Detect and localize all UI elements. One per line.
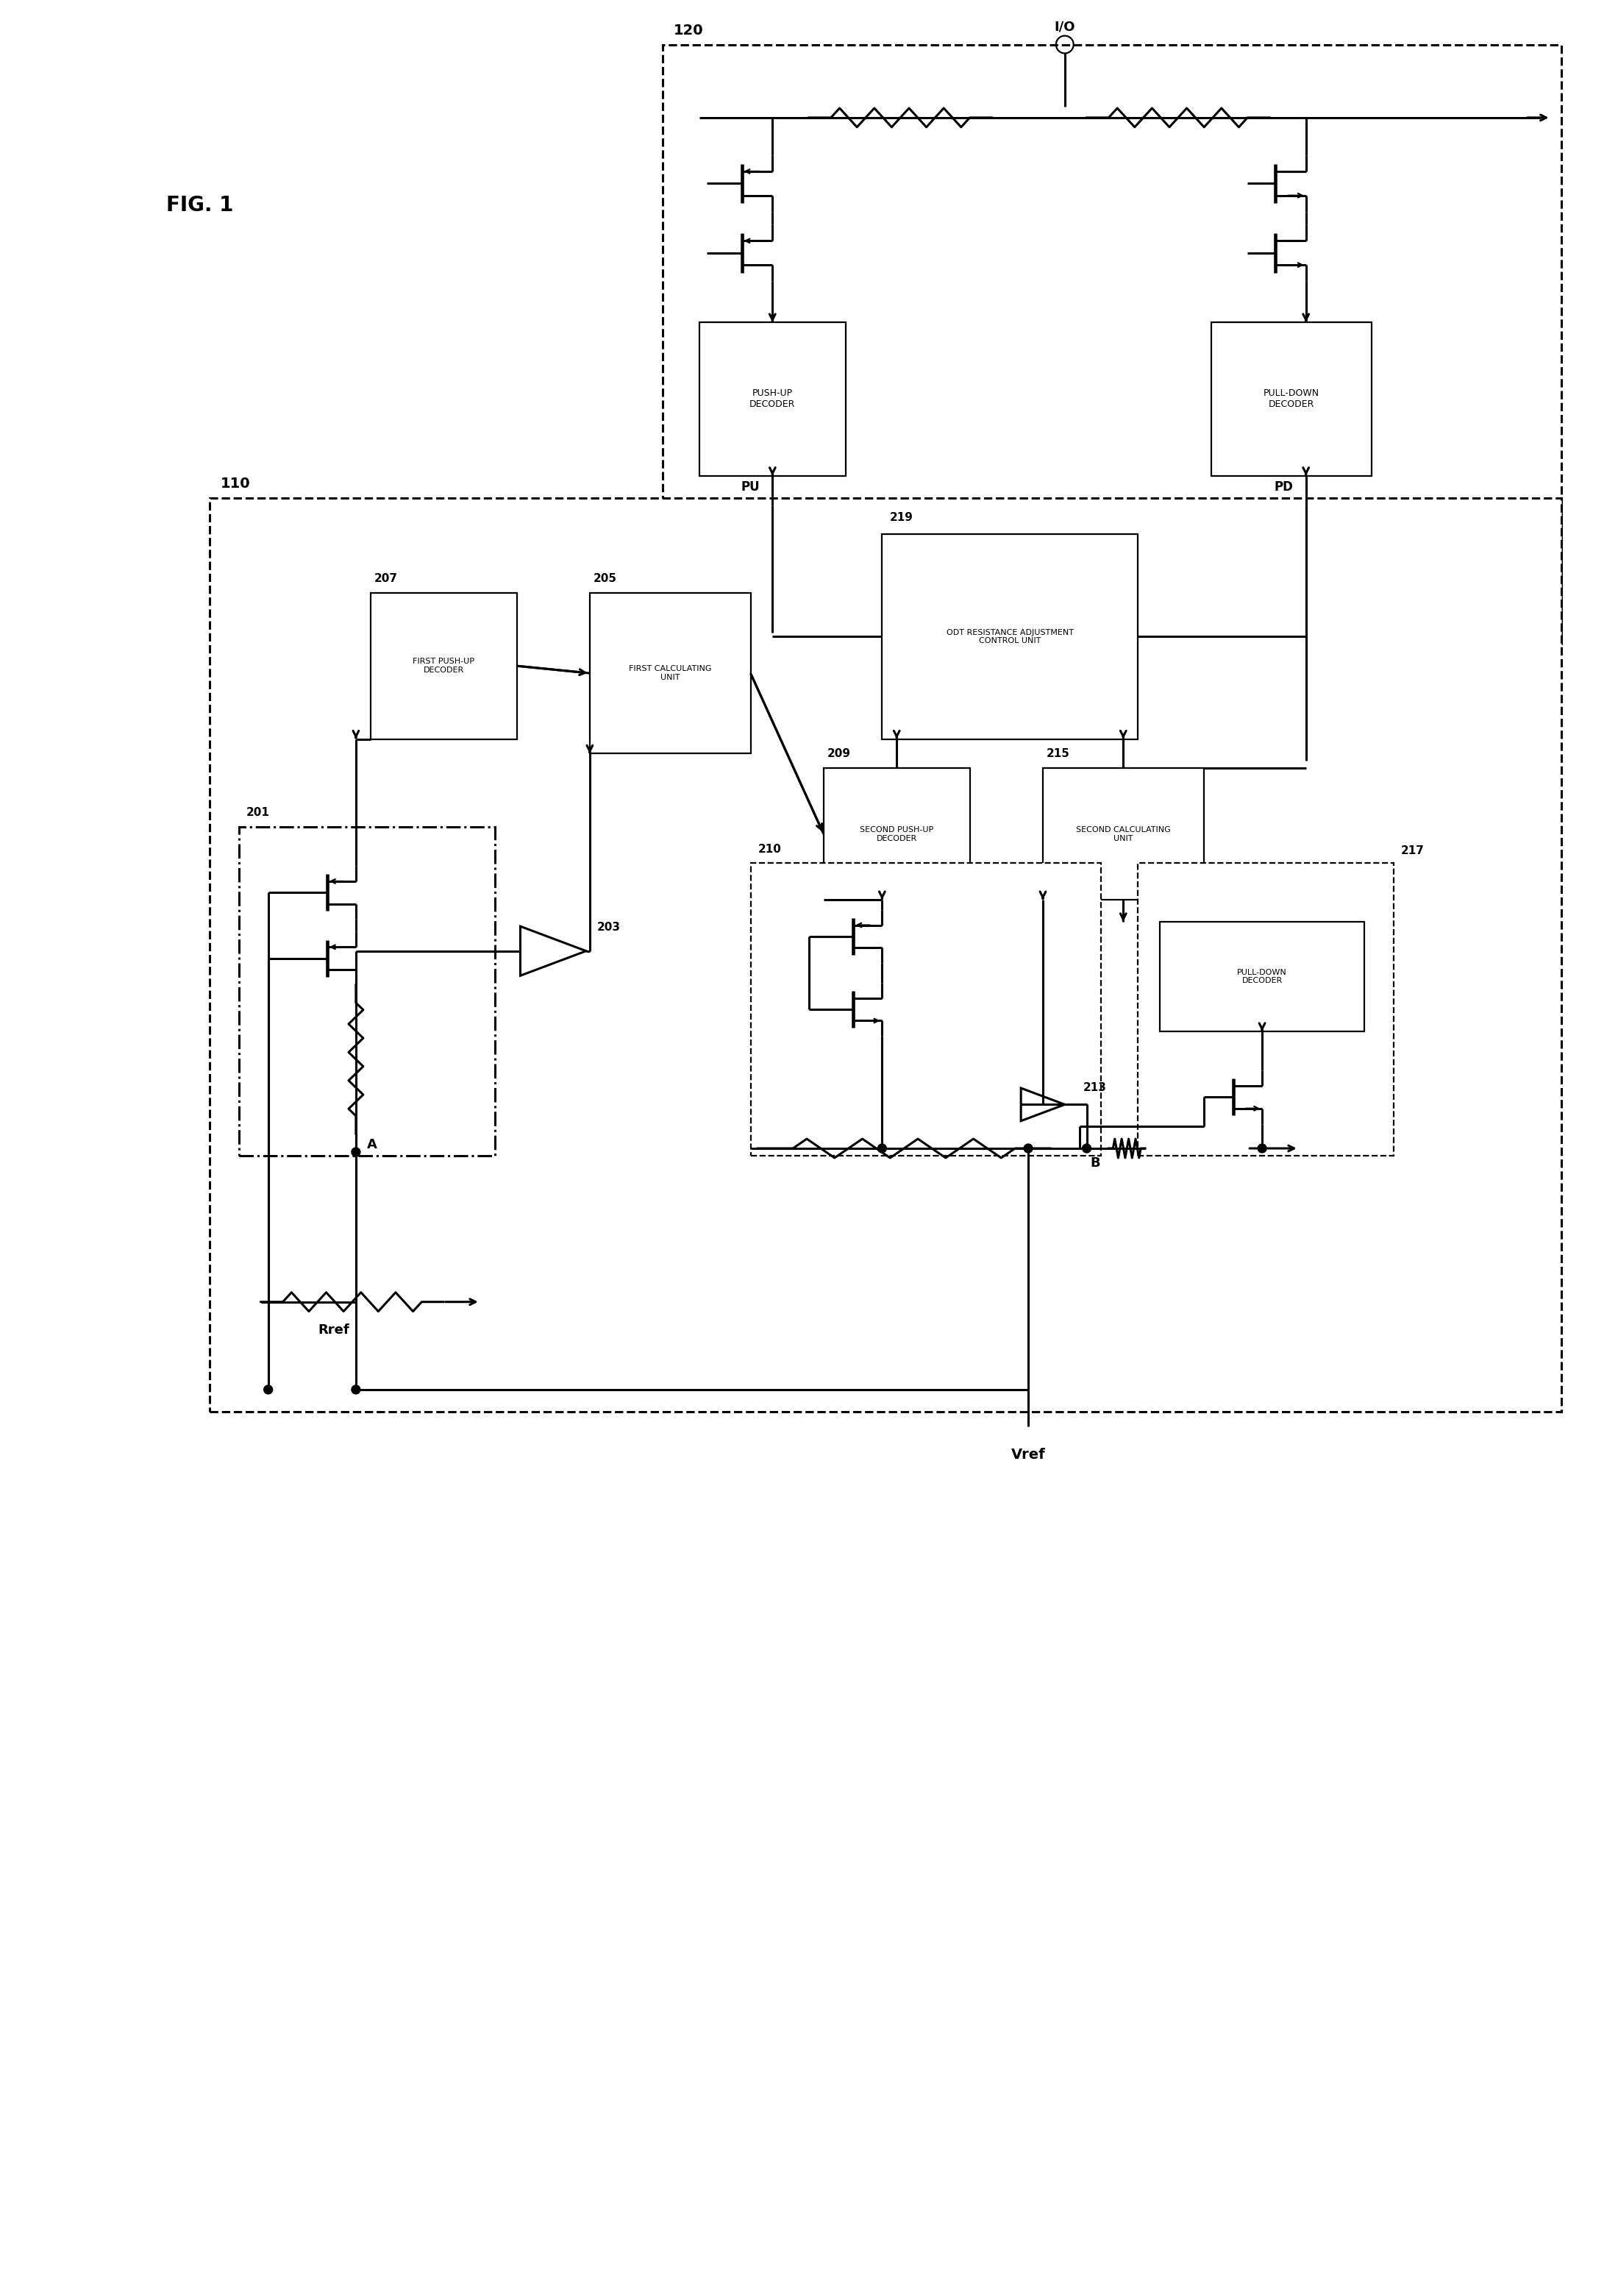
Bar (1044, 769, 1204, 900)
Text: 213: 213 (1082, 1081, 1107, 1093)
Bar (371, 592, 516, 739)
Text: 219: 219 (890, 512, 913, 523)
Text: 205: 205 (594, 574, 616, 583)
Text: PD: PD (1275, 480, 1293, 494)
Text: SECOND PUSH-UP
DECODER: SECOND PUSH-UP DECODER (859, 827, 934, 843)
Text: 201: 201 (246, 806, 270, 817)
Bar (824, 769, 969, 900)
Text: PU: PU (741, 480, 760, 494)
Text: PULL-DOWN
DECODER: PULL-DOWN DECODER (1264, 388, 1319, 409)
Text: 210: 210 (757, 843, 781, 854)
Bar (751, 863, 1102, 1155)
Bar (882, 535, 1137, 739)
Text: 215: 215 (1047, 748, 1069, 760)
Bar (210, 498, 1561, 1412)
Text: FIRST PUSH-UP
DECODER: FIRST PUSH-UP DECODER (413, 659, 474, 673)
Text: 203: 203 (597, 921, 621, 932)
Circle shape (351, 1148, 361, 1157)
Text: Vref: Vref (1011, 1449, 1045, 1463)
Circle shape (877, 1143, 887, 1153)
Bar (699, 321, 846, 475)
Circle shape (1257, 1143, 1267, 1153)
Bar (1210, 321, 1372, 475)
Text: PUSH-UP
DECODER: PUSH-UP DECODER (749, 388, 796, 409)
Text: 120: 120 (673, 23, 704, 37)
Text: A: A (367, 1139, 377, 1150)
Circle shape (264, 1384, 272, 1394)
Text: B: B (1091, 1157, 1100, 1169)
Text: I/O: I/O (1055, 21, 1076, 34)
Text: 110: 110 (220, 478, 251, 491)
Bar (1160, 921, 1364, 1031)
Text: 207: 207 (374, 574, 398, 583)
Bar (239, 827, 495, 1155)
Text: FIG. 1: FIG. 1 (167, 195, 233, 216)
Circle shape (1024, 1143, 1032, 1153)
Circle shape (351, 1384, 361, 1394)
Bar (663, 44, 1561, 643)
Circle shape (1082, 1143, 1091, 1153)
Bar (589, 592, 751, 753)
Text: SECOND CALCULATING
UNIT: SECOND CALCULATING UNIT (1076, 827, 1170, 843)
Text: Rref: Rref (319, 1325, 349, 1336)
Text: 217: 217 (1401, 845, 1424, 856)
Bar (1137, 863, 1393, 1155)
Text: ODT RESISTANCE ADJUSTMENT
CONTROL UNIT: ODT RESISTANCE ADJUSTMENT CONTROL UNIT (947, 629, 1074, 645)
Text: PULL-DOWN
DECODER: PULL-DOWN DECODER (1238, 969, 1286, 985)
Text: FIRST CALCULATING
UNIT: FIRST CALCULATING UNIT (629, 666, 712, 682)
Text: 209: 209 (827, 748, 851, 760)
